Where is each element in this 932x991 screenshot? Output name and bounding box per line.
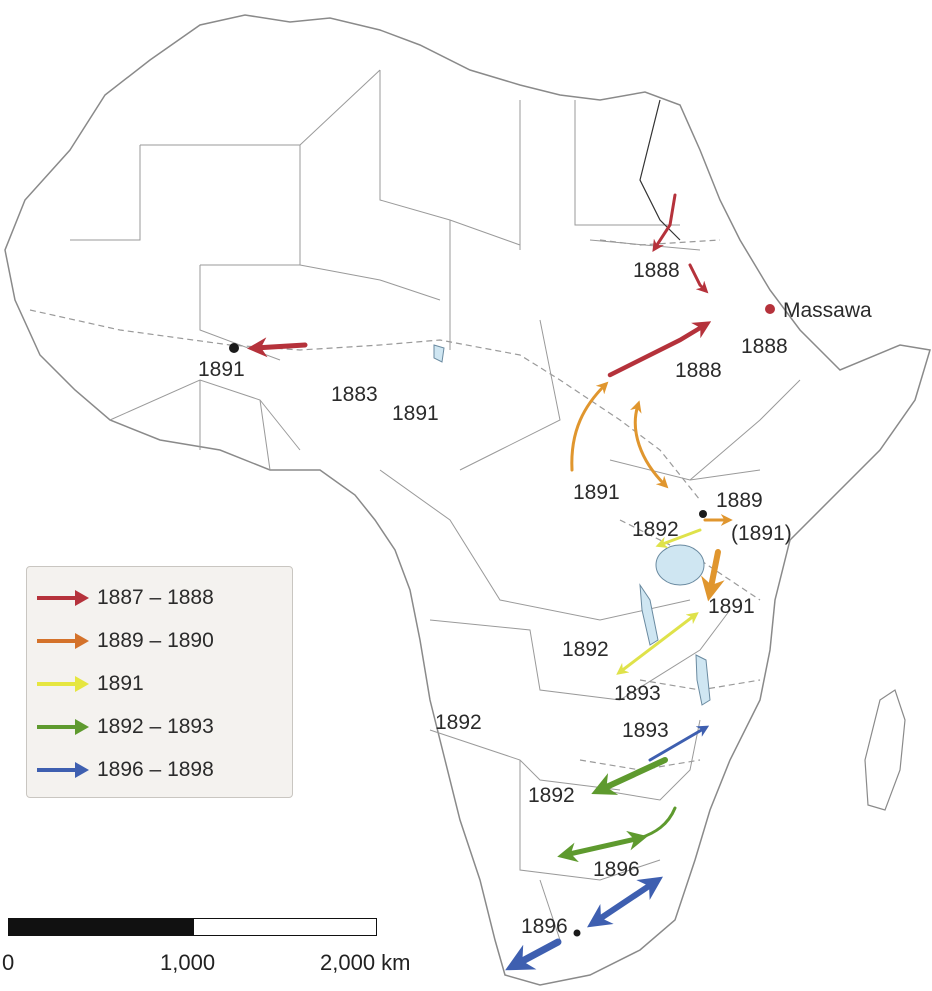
- africa-outline: [4, 14, 931, 986]
- label-zambia-1892: 1892: [562, 638, 609, 661]
- scale-label-0: 0: [2, 950, 15, 975]
- legend-label: 1889 – 1890: [97, 629, 214, 652]
- legend-label: 1896 – 1898: [97, 758, 214, 781]
- label-sa-1896-a: 1896: [593, 858, 640, 881]
- scale-segment-empty: [193, 918, 377, 936]
- lake-malawi: [695, 654, 711, 706]
- legend-arrow-icon: [37, 762, 89, 778]
- scale-segment-filled: [8, 918, 194, 936]
- label-moz-1893: 1893: [622, 719, 669, 742]
- legend-label: 1887 – 1888: [97, 586, 214, 609]
- legend-item-1892: 1892 – 1893: [35, 712, 214, 742]
- label-botswana-1892: 1892: [528, 784, 575, 807]
- legend-arrow-icon: [37, 590, 89, 606]
- label-lake-1889: 1889: [716, 489, 763, 512]
- label-lake-1891-paren: (1891): [731, 522, 792, 545]
- label-west-1891: 1891: [198, 358, 245, 381]
- route-sa-east: [587, 876, 663, 928]
- label-sudan-1888: 1888: [675, 359, 722, 382]
- label-massawa-1888: 1888: [741, 335, 788, 358]
- legend-label: 1892 – 1893: [97, 715, 214, 738]
- point-sa-1896: [573, 929, 581, 937]
- point-lake: [699, 510, 707, 518]
- route-west: [247, 337, 308, 358]
- route-moz: [648, 725, 710, 762]
- route-lake-north: [630, 400, 669, 489]
- yellow-routes: [616, 528, 702, 675]
- legend-arrow-icon: [37, 633, 89, 649]
- route-sudan-main: [607, 321, 712, 378]
- label-chad-1883: 1883: [331, 383, 378, 406]
- legend-item-1889: 1889 – 1890: [35, 626, 214, 656]
- label-angola-1892: 1892: [435, 711, 482, 734]
- label-south-sudan-1891: 1891: [573, 481, 620, 504]
- scale-bar: 0 1,000 2,000 km: [2, 918, 428, 988]
- map-legend: 1887 – 1888 1889 – 1890 1891 1892 – 1893…: [26, 566, 293, 798]
- scale-label-2000: 2,000 km: [320, 950, 411, 975]
- legend-label: 1891: [97, 672, 144, 695]
- green-routes: [557, 757, 677, 863]
- scale-label-1000: 1,000: [160, 950, 216, 975]
- route-1891-curve: [570, 381, 609, 472]
- label-massawa: Massawa: [783, 299, 872, 322]
- legend-arrow-icon: [37, 719, 89, 735]
- route-nile-south: [652, 193, 677, 253]
- orange-routes: [570, 381, 733, 602]
- nile-river: [639, 99, 681, 241]
- label-tanz-1891: 1891: [708, 595, 755, 618]
- route-sa-west: [557, 830, 648, 863]
- route-lake-south: [701, 549, 725, 602]
- point-massawa: [765, 304, 775, 314]
- legend-arrow-icon: [37, 676, 89, 692]
- route-sudan-north: [688, 263, 709, 294]
- legend-item-1891: 1891: [35, 669, 144, 699]
- red-routes: [247, 193, 712, 378]
- madagascar: [864, 689, 906, 811]
- blue-routes: [505, 725, 710, 971]
- lake-victoria: [655, 544, 705, 586]
- point-west-1891: [229, 343, 239, 353]
- label-nile-1888: 1888: [633, 259, 680, 282]
- route-1891-diagonal: [616, 612, 699, 675]
- label-lake-1892: 1892: [632, 518, 679, 541]
- route-lake-west: [655, 528, 702, 549]
- route-sa-cape: [505, 938, 562, 971]
- label-malawi-1893: 1893: [614, 682, 661, 705]
- route-botswana: [591, 757, 668, 795]
- label-sa-1896-b: 1896: [521, 915, 568, 938]
- lake-chad: [433, 344, 445, 363]
- label-chad-1891: 1891: [392, 402, 439, 425]
- route-sa-curve: [638, 806, 677, 840]
- legend-item-1887: 1887 – 1888: [35, 583, 214, 613]
- legend-item-1896: 1896 – 1898: [35, 755, 214, 785]
